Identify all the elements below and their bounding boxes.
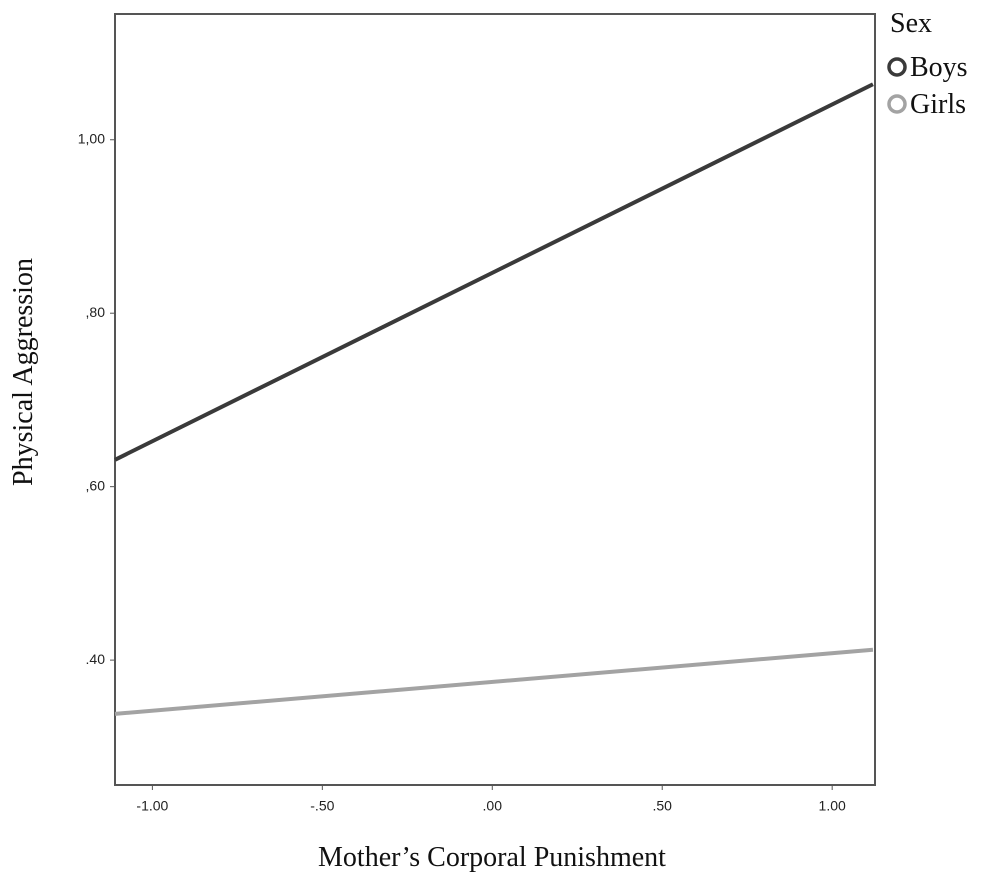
legend-title: Sex	[890, 8, 932, 39]
x-axis-title: Mother’s Corporal Punishment	[318, 842, 666, 873]
legend-marker	[887, 94, 907, 114]
y-axis-title: Physical Aggression	[8, 258, 39, 486]
series-line	[114, 647, 874, 716]
legend-label: Girls	[910, 89, 966, 120]
y-tick-label: ,80	[86, 304, 106, 320]
y-tick-label: 1,00	[78, 130, 105, 146]
y-tick-label: ,60	[86, 477, 106, 493]
y-tick-label: .40	[86, 651, 106, 667]
legend-marker	[887, 57, 907, 77]
x-tick-label: -.50	[310, 798, 334, 814]
legend-label: Boys	[910, 52, 968, 83]
x-tick-label: .00	[483, 798, 503, 814]
x-tick-label: 1.00	[819, 798, 846, 814]
x-tick-label: -1.00	[136, 798, 168, 814]
series-line	[114, 82, 874, 462]
x-tick-label: .50	[652, 798, 672, 814]
plot-frame	[114, 13, 876, 786]
